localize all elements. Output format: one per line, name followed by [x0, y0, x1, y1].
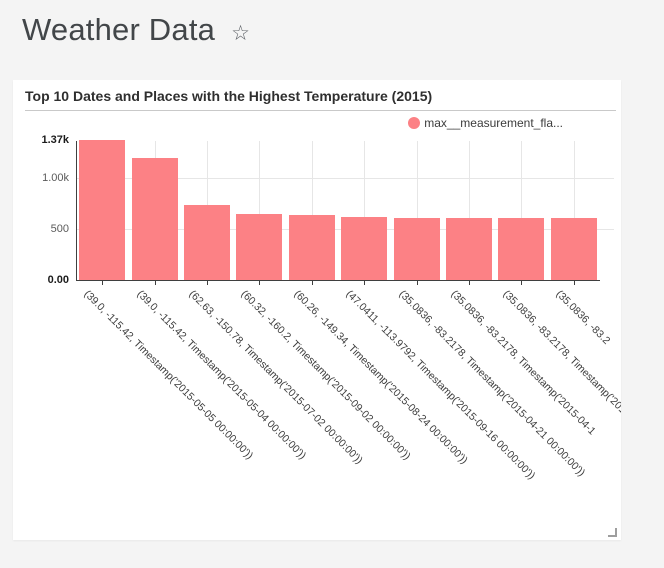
x-axis-tick-label: (60.26, -149.34, Timestamp('2015-08-24 0… [291, 288, 470, 467]
x-gridline [469, 141, 470, 280]
bar[interactable] [288, 214, 335, 280]
legend-color-dot-icon [408, 117, 421, 129]
x-axis-tick-label: (62.63, -150.78, Timestamp('2015-07-02 0… [186, 288, 365, 467]
y-axis-line [76, 141, 77, 281]
x-gridline [573, 141, 575, 280]
chart-card: Top 10 Dates and Places with the Highest… [13, 80, 621, 540]
x-gridline [416, 141, 418, 280]
page-title: Weather Data [22, 12, 216, 47]
page-header: Weather Data ☆ [22, 12, 250, 48]
x-gridline [311, 141, 313, 280]
x-axis-tick [259, 281, 261, 285]
legend-item[interactable]: max__measurement_fla... [408, 116, 563, 130]
favorite-star-icon[interactable]: ☆ [231, 21, 250, 45]
x-axis-tick-label: (35.0836, -83.2178, Timestamp('2015-04-2… [396, 288, 587, 479]
x-axis-tick [416, 281, 418, 285]
x-axis-tick [364, 281, 366, 285]
bar[interactable] [341, 217, 388, 280]
x-gridline [259, 141, 261, 280]
bar[interactable] [79, 140, 126, 280]
plot-area [76, 140, 614, 281]
x-gridline [364, 141, 366, 280]
y-axis-tick-label: 0.00 [47, 274, 69, 286]
x-axis-tick [207, 281, 208, 285]
bar[interactable] [131, 158, 178, 280]
x-axis-tick [469, 281, 470, 285]
bar[interactable] [236, 213, 283, 280]
y-gridline [77, 177, 614, 179]
x-axis-tick-label: (35.0836, -83.2 [553, 288, 613, 347]
y-axis-tick-label: 1.37k [41, 134, 69, 146]
y-axis-tick-label: 500 [50, 222, 69, 235]
bar[interactable] [498, 217, 545, 280]
bar[interactable] [184, 205, 230, 280]
x-axis-line [76, 280, 600, 281]
x-gridline [521, 141, 523, 280]
chart-title: Top 10 Dates and Places with the Highest… [25, 88, 433, 104]
x-axis-tick [521, 281, 523, 285]
x-axis-tick [102, 281, 104, 285]
legend-label: max__measurement_fla... [424, 116, 563, 130]
x-axis-tick [154, 281, 156, 285]
x-axis-tick-label: (47.0411, -113.9792, Timestamp('2015-09-… [343, 288, 538, 482]
bar[interactable] [446, 217, 492, 280]
bar[interactable] [393, 217, 440, 280]
x-axis-tick [573, 281, 575, 285]
y-axis-tick-label: 1.00k [42, 171, 69, 184]
title-divider [25, 110, 616, 111]
card-resize-handle[interactable] [608, 528, 617, 537]
x-axis-tick [311, 281, 313, 285]
bar[interactable] [550, 217, 597, 280]
